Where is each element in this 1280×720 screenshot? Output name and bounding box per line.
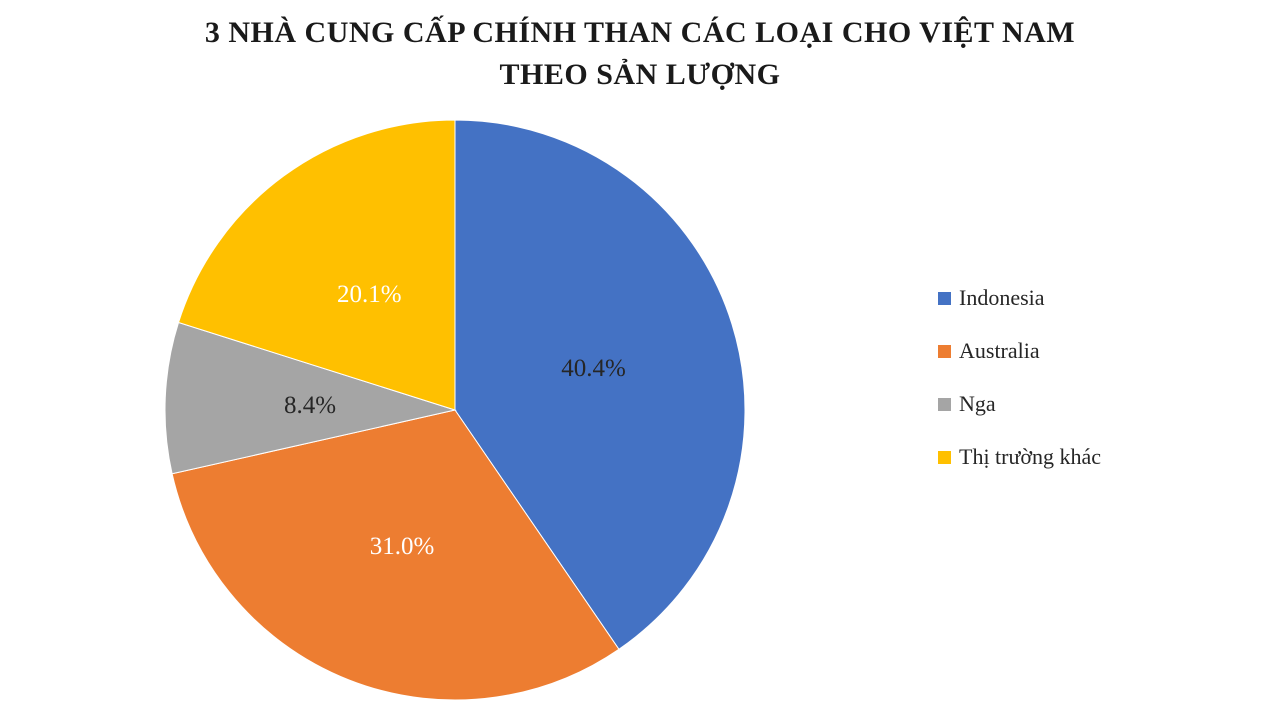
chart-title-line1: 3 NHÀ CUNG CẤP CHÍNH THAN CÁC LOẠI CHO V… (204, 16, 1076, 49)
legend-swatch-thi-truong-khac (938, 450, 951, 464)
legend-item-australia: Australia (938, 338, 1101, 363)
legend-item-thi-truong-khac: Thị trường khác (938, 444, 1102, 469)
pie-slice-nga (164, 321, 457, 475)
slice-data-label-australia: 31.0% (370, 533, 435, 560)
legend-item-indonesia: Indonesia (938, 285, 1101, 310)
pie-slice-thi-truong-khac (177, 119, 456, 411)
legend-item-nga: Nga (938, 391, 1101, 416)
legend-label-indonesia: Indonesia (959, 285, 1045, 310)
pie-slice-indonesia (454, 119, 746, 650)
legend-label-australia: Australia (959, 338, 1040, 363)
slice-data-label-indonesia: 40.4% (561, 355, 626, 382)
legend-label-nga: Nga (959, 391, 996, 416)
slice-data-label-thi-truong-khac: 20.1% (337, 281, 402, 308)
legend-swatch-nga (938, 397, 951, 411)
slice-data-label-nga: 8.4% (284, 392, 336, 419)
chart-title-line2: THEO SẢN LƯỢNG (499, 58, 781, 91)
chart-title: 3 NHÀ CUNG CẤP CHÍNH THAN CÁC LOẠI CHO V… (0, 12, 1280, 96)
legend-label-thi-truong-khac: Thị trường khác (959, 444, 1102, 469)
pie-slice-australia (171, 409, 620, 701)
legend: Indonesia Australia Nga Thị trường khác (938, 285, 1102, 498)
legend-swatch-indonesia (938, 291, 951, 305)
legend-swatch-australia (938, 344, 951, 358)
